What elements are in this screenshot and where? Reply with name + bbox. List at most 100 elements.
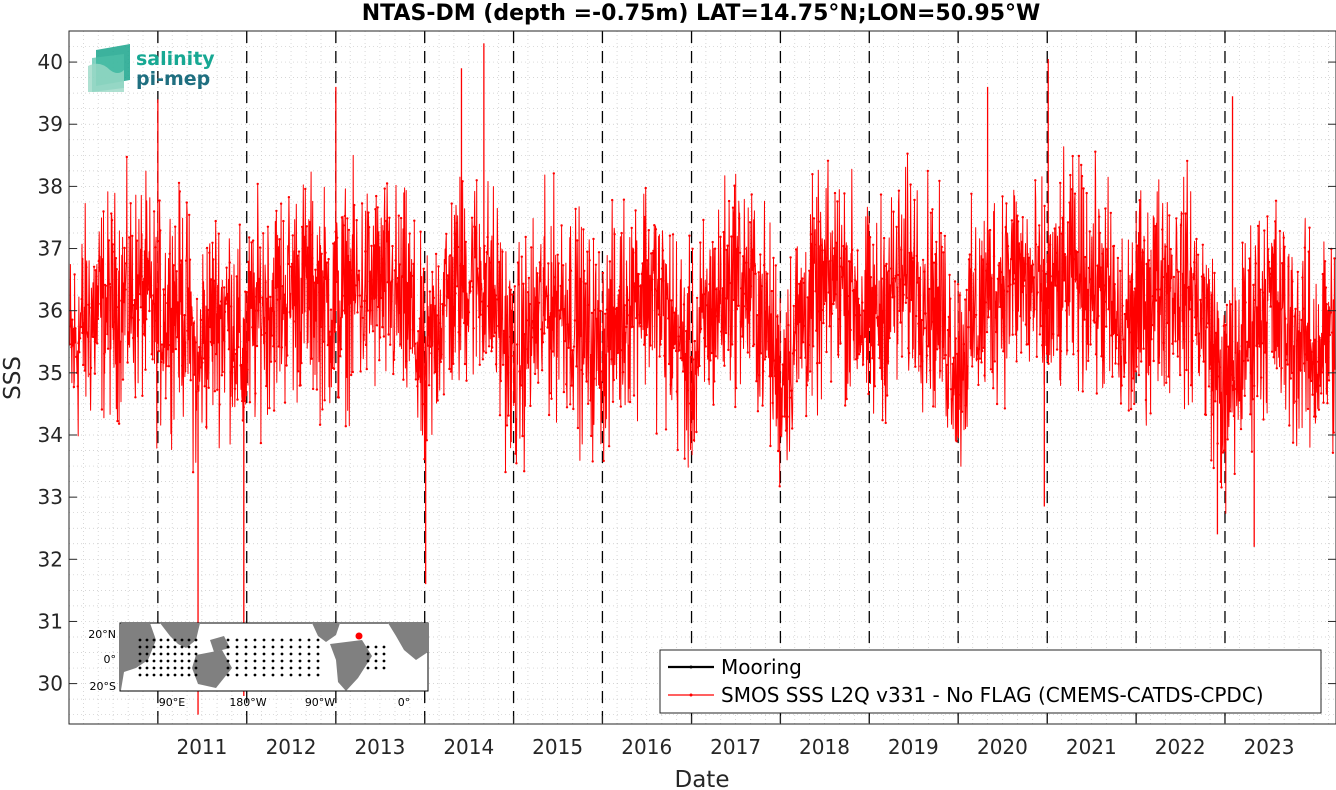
smos-point — [427, 333, 430, 337]
smos-point — [366, 309, 369, 312]
mooring-dot — [226, 652, 230, 656]
smos-point — [724, 331, 728, 335]
smos-point — [671, 233, 675, 236]
smos-point — [320, 252, 323, 255]
smos-point — [1108, 277, 1111, 280]
smos-point — [1064, 299, 1067, 303]
smos-point — [1201, 243, 1205, 246]
mooring-dot — [382, 652, 386, 656]
smos-point — [625, 325, 628, 329]
smos-point — [1063, 253, 1067, 256]
mooring-dot — [298, 638, 302, 642]
smos-point — [110, 219, 114, 222]
smos-point — [1234, 351, 1237, 354]
smos-point — [150, 353, 153, 356]
smos-point — [951, 362, 954, 366]
smos-point — [1082, 187, 1085, 190]
smos-point — [1309, 339, 1312, 342]
smos-point — [559, 284, 562, 288]
mooring-dot — [145, 659, 149, 663]
smos-point — [1051, 275, 1054, 278]
smos-point — [90, 302, 94, 306]
smos-point — [1042, 269, 1046, 273]
smos-point — [458, 333, 461, 337]
smos-point — [1321, 272, 1325, 276]
smos-point — [908, 251, 911, 255]
smos-point — [694, 372, 697, 375]
smos-point — [614, 315, 617, 318]
smos-point — [1088, 230, 1092, 233]
smos-point — [205, 246, 209, 250]
smos-point — [176, 336, 179, 339]
smos-point — [746, 351, 749, 354]
smos-point — [495, 298, 499, 301]
smos-point — [1013, 278, 1017, 281]
mooring-dot — [374, 652, 378, 656]
smos-point — [1182, 315, 1185, 318]
smos-point — [794, 331, 797, 334]
smos-point — [786, 415, 789, 418]
smos-point — [1214, 400, 1217, 403]
smos-point — [1265, 321, 1268, 324]
smos-point — [1219, 480, 1222, 483]
smos-point — [687, 286, 690, 289]
smos-point — [1137, 373, 1141, 377]
smos-point — [1263, 351, 1267, 354]
smos-point — [1181, 272, 1184, 276]
smos-point — [531, 319, 534, 323]
smos-point — [980, 361, 983, 364]
smos-point — [530, 246, 533, 249]
smos-point — [1243, 394, 1247, 397]
x-axis-ticks: 2011 2012 2013 2014 2015 2016 2017 2018 2019 2020… — [157, 716, 1294, 759]
smos-point — [178, 190, 181, 193]
smos-point — [353, 294, 357, 297]
smos-point — [159, 360, 163, 364]
smos-point — [768, 375, 771, 378]
smos-point — [641, 262, 644, 265]
smos-point — [840, 257, 843, 260]
smos-point — [450, 202, 453, 205]
mooring-dot — [280, 673, 284, 677]
smos-point — [1275, 367, 1279, 370]
smos-point — [1183, 284, 1187, 287]
smos-point — [884, 421, 887, 425]
smos-point — [774, 264, 777, 267]
smos-point — [831, 278, 834, 281]
smos-point — [803, 324, 806, 328]
smos-point — [753, 264, 756, 267]
smos-point — [233, 348, 236, 351]
smos-point — [791, 427, 794, 430]
smos-point — [191, 316, 194, 320]
smos-point — [896, 286, 899, 289]
smos-point — [783, 415, 786, 418]
smos-point — [540, 369, 544, 372]
smos-point — [140, 275, 143, 278]
smos-point — [506, 355, 509, 359]
smos-point — [413, 342, 417, 345]
smos-point — [349, 302, 352, 305]
smos-point — [533, 372, 537, 376]
smos-point — [304, 254, 308, 258]
mooring-dot — [159, 652, 163, 656]
smos-point — [1212, 466, 1215, 470]
smos-point — [911, 260, 915, 263]
smos-point — [78, 351, 81, 354]
smos-point — [660, 277, 663, 281]
smos-point — [674, 341, 677, 344]
smos-point — [432, 296, 435, 300]
smos-point — [574, 207, 577, 211]
smos-point — [695, 430, 698, 434]
smos-point — [354, 284, 358, 287]
smos-point — [89, 373, 92, 376]
smos-point — [114, 320, 117, 324]
smos-point — [719, 235, 722, 239]
smos-point — [217, 232, 220, 235]
smos-point — [862, 309, 866, 312]
smos-point — [289, 292, 292, 296]
smos-point — [998, 261, 1001, 265]
smos-point — [1200, 317, 1203, 320]
smos-point — [299, 384, 302, 387]
smos-point — [909, 183, 912, 186]
smos-point — [567, 346, 570, 349]
smos-point — [560, 224, 563, 227]
